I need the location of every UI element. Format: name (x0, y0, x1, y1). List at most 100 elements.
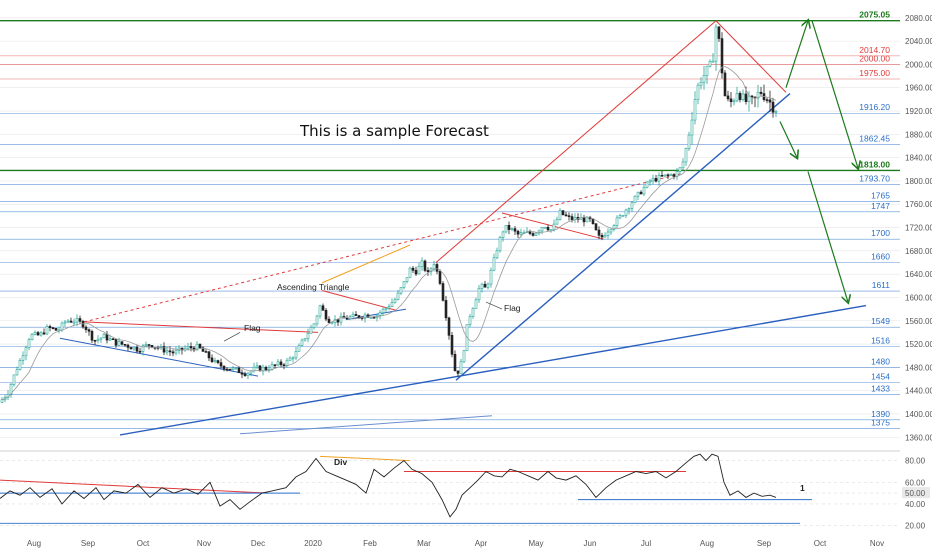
time-axis: Aug Sep Oct Nov Dec 2020 Feb Mar Apr May Jun Jul Aug… (27, 539, 884, 548)
candle-body (141, 345, 145, 352)
candle-body (627, 208, 631, 211)
level-label: 1862.45 (859, 134, 890, 144)
level-label: 1611 (872, 280, 891, 290)
candle-body (468, 316, 472, 325)
level-label: 1747 (871, 201, 890, 211)
candle-body (654, 178, 658, 182)
candle-body (774, 111, 778, 113)
candle-body (24, 347, 28, 357)
candle-body (72, 321, 76, 324)
level-label: 1818.00 (859, 159, 890, 169)
level-label: 2014.70 (859, 45, 890, 55)
candle-body (219, 362, 223, 367)
candle-body (45, 326, 49, 335)
osc-value-badge (902, 487, 930, 499)
candle-body (636, 191, 640, 197)
candle-body (372, 316, 376, 319)
candle-body (399, 287, 403, 294)
candle-body (282, 364, 286, 367)
candle-body (750, 95, 754, 98)
candle-body (765, 99, 769, 101)
candle-body (324, 309, 328, 320)
price-tick-label: 1840.00 (905, 154, 932, 163)
time-tick-label: Nov (870, 539, 884, 548)
candle-body (603, 235, 607, 238)
candle-body (114, 339, 118, 346)
candle-body (582, 217, 586, 223)
candle-body (633, 195, 637, 204)
candle-body (693, 99, 697, 121)
candle-body (87, 329, 91, 332)
candle-body (285, 359, 289, 366)
osc-resistance-1 (0, 479, 269, 494)
candle-body (570, 216, 574, 220)
candle-body (138, 350, 142, 353)
candle-body (477, 288, 481, 301)
moving-average-line (1, 66, 777, 401)
candle-body (699, 81, 703, 86)
candle-body (210, 357, 214, 362)
candle-body (414, 270, 418, 275)
price-tick-label: 1760.00 (905, 200, 932, 209)
candle-body (711, 60, 715, 63)
time-tick-label: Sep (81, 539, 96, 548)
candle-body (684, 148, 688, 163)
price-tick-label: 1640.00 (905, 270, 932, 279)
candle-body (456, 370, 460, 374)
candle-body (543, 226, 547, 229)
candle-body (300, 339, 304, 346)
price-tick-label: 1400.00 (905, 410, 932, 419)
candle-body (354, 314, 358, 316)
candle-body (309, 327, 313, 334)
osc-tick-label: 20.00 (905, 522, 926, 531)
candle-body (189, 346, 193, 349)
forecast-arrows (779, 21, 858, 302)
level-label: 1660 (871, 251, 890, 261)
trendline-channel-up (435, 20, 717, 263)
time-tick-label: 2020 (304, 539, 322, 548)
candle-body (51, 327, 55, 330)
candle-body (444, 300, 448, 319)
candle-body (423, 260, 427, 271)
candle-body (201, 347, 205, 352)
candle-body (705, 65, 709, 76)
candle-body (741, 93, 745, 100)
osc-tick-label: 40.00 (905, 500, 926, 509)
candle-body (531, 233, 535, 236)
candle-body (615, 217, 619, 226)
candle-body (612, 225, 616, 230)
time-tick-label: Nov (197, 539, 211, 548)
candle-body (240, 372, 244, 375)
price-tick-label: 1680.00 (905, 247, 932, 256)
candle-body (123, 344, 127, 346)
candle-body (558, 210, 562, 220)
price-tick-label: 1560.00 (905, 317, 932, 326)
candle-body (369, 316, 373, 319)
candle-body (33, 332, 37, 335)
level-label: 1454 (871, 372, 890, 382)
candle-body (567, 215, 571, 217)
candle-body (243, 373, 247, 376)
candle-body (258, 365, 262, 372)
forecast-arrow (779, 121, 797, 158)
candle-body (36, 332, 40, 336)
pattern-label: Flag (504, 303, 521, 313)
price-tick-label: 1800.00 (905, 177, 932, 186)
level-label: 1793.70 (859, 174, 890, 184)
candle-body (729, 98, 733, 103)
marker-label: 1 (800, 483, 805, 493)
level-label: 1390 (871, 409, 890, 419)
candle-body (621, 215, 625, 217)
candle-body (717, 26, 721, 39)
candle-body (66, 320, 70, 323)
candle-body (162, 346, 166, 353)
candle-body (594, 223, 598, 231)
candle-body (723, 72, 727, 97)
trendline-dashed-trend (83, 173, 681, 323)
candle-body (411, 267, 415, 271)
flag-pointer (485, 301, 503, 310)
candle-body (18, 360, 22, 371)
candle-body (564, 214, 568, 217)
candle-body (15, 369, 19, 376)
